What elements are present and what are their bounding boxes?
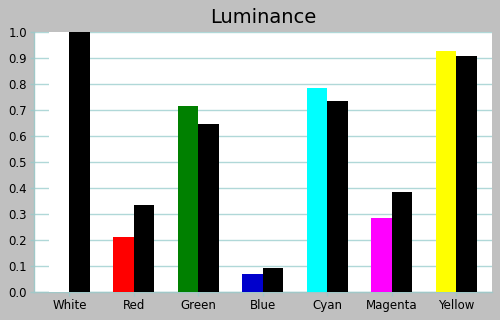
Bar <box>70 32 90 292</box>
Bar <box>392 192 412 292</box>
Bar <box>242 274 263 292</box>
Bar <box>48 32 70 292</box>
Bar <box>198 124 219 292</box>
Bar <box>263 268 283 292</box>
Bar <box>371 218 392 292</box>
Bar <box>456 56 477 292</box>
Bar <box>306 88 328 292</box>
Bar <box>328 100 348 292</box>
Title: Luminance: Luminance <box>210 8 316 27</box>
Bar <box>113 237 134 292</box>
Bar <box>436 51 456 292</box>
Bar <box>134 204 154 292</box>
Bar <box>178 106 199 292</box>
